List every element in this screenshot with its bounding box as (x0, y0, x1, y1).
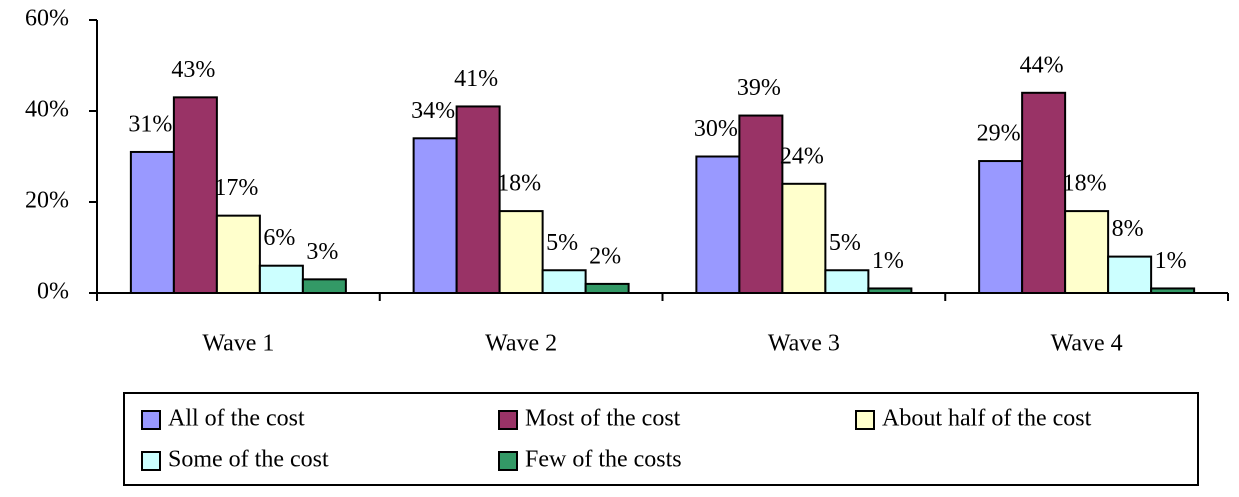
bar (781, 182, 827, 294)
bar (584, 282, 630, 294)
x-tick-label: Wave 3 (768, 331, 840, 357)
bar (541, 269, 587, 294)
y-tick-label: 60% (25, 6, 69, 32)
legend-box (123, 392, 1199, 486)
value-label: 8% (1112, 216, 1144, 242)
value-label: 29% (977, 121, 1021, 147)
value-label: 18% (497, 171, 541, 197)
bar (824, 269, 870, 294)
value-label: 3% (306, 239, 338, 265)
legend-marker (141, 451, 161, 471)
x-tick-label: Wave 1 (202, 331, 274, 357)
bar (172, 96, 218, 294)
legend-label: Most of the cost (525, 406, 681, 432)
legend-label: Some of the cost (168, 447, 329, 473)
legend-label: About half of the cost (882, 406, 1092, 432)
bar (215, 214, 261, 294)
value-label: 30% (694, 116, 738, 142)
value-label: 44% (1020, 52, 1064, 78)
legend-marker (141, 410, 161, 430)
bar (1150, 287, 1196, 295)
bar (301, 278, 347, 295)
value-label: 41% (454, 66, 498, 92)
legend-marker (498, 451, 518, 471)
bar (412, 137, 458, 294)
value-label: 5% (546, 230, 578, 256)
x-tick-label: Wave 2 (485, 331, 557, 357)
bar (695, 155, 741, 294)
bar (498, 210, 544, 295)
value-label: 1% (1155, 248, 1187, 274)
value-label: 6% (263, 225, 295, 251)
x-tick-label: Wave 4 (1051, 331, 1123, 357)
legend-marker (855, 410, 875, 430)
bar (129, 150, 175, 294)
bar (1107, 255, 1153, 295)
value-label: 34% (411, 98, 455, 124)
bar (978, 160, 1024, 294)
legend-label: All of the cost (168, 406, 305, 432)
value-label: 5% (829, 230, 861, 256)
value-label: 2% (589, 243, 621, 269)
legend-marker (498, 410, 518, 430)
y-tick-label: 20% (25, 188, 69, 214)
bar (1064, 210, 1110, 295)
value-label: 1% (872, 248, 904, 274)
bar (867, 287, 913, 295)
bar (1021, 91, 1067, 294)
value-label: 17% (214, 175, 258, 201)
y-tick-label: 0% (37, 279, 69, 305)
value-label: 24% (780, 143, 824, 169)
value-label: 43% (171, 57, 215, 83)
value-label: 31% (128, 111, 172, 137)
bar (455, 105, 501, 294)
legend-label: Few of the costs (525, 447, 682, 473)
value-label: 18% (1063, 171, 1107, 197)
bar (258, 264, 304, 295)
y-tick-label: 40% (25, 97, 69, 123)
value-label: 39% (737, 75, 781, 101)
bar (738, 114, 784, 294)
